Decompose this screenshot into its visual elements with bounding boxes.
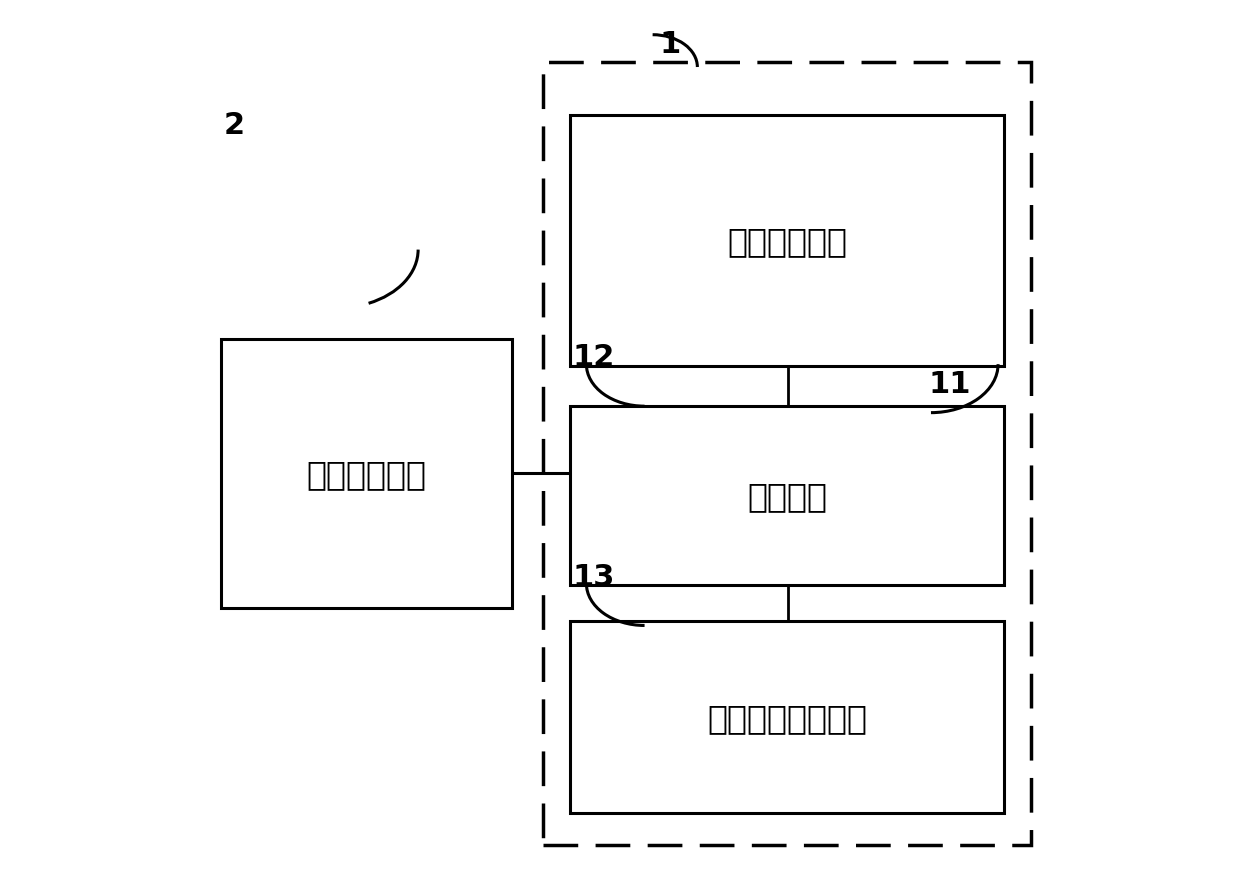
Text: 2: 2 xyxy=(224,111,245,139)
Text: 12: 12 xyxy=(572,343,616,372)
Text: 13: 13 xyxy=(572,562,616,591)
Text: 锁存模块: 锁存模块 xyxy=(747,480,828,512)
Bar xyxy=(544,63,1031,845)
Bar xyxy=(570,116,1005,367)
Text: 参考电流可调模块: 参考电流可调模块 xyxy=(707,701,867,734)
Text: 11: 11 xyxy=(928,370,971,399)
Bar xyxy=(570,407,1005,586)
Text: 高压产生电路: 高压产生电路 xyxy=(307,458,426,490)
Text: 1: 1 xyxy=(660,30,681,59)
Bar xyxy=(570,621,1005,814)
Text: 高压检测模块: 高压检测模块 xyxy=(727,225,847,257)
Bar xyxy=(222,340,512,608)
